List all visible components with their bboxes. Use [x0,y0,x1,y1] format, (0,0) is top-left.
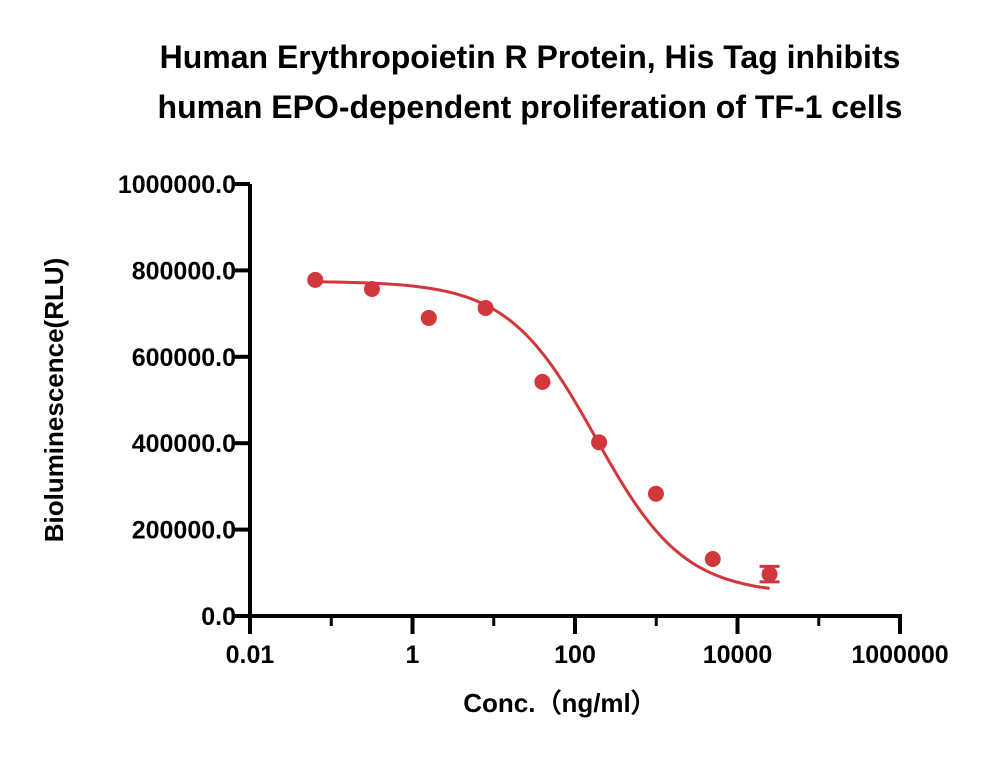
y-ticks: 0.0 200000.0 400000.0 600000.0 800000.0 10000… [118,171,250,631]
data-point [704,550,721,567]
data-point [647,485,664,502]
y-axis-label: Bioluminescence(RLU) [39,258,69,543]
data-point [363,280,380,297]
x-tick-label: 100 [554,641,596,669]
x-ticks: 0.01 1 100 10000 1000000 [226,616,949,669]
data-point [307,271,324,288]
y-tick-label: 0.0 [201,603,236,631]
y-tick-label: 1000000.0 [118,171,236,199]
x-axis-label: Conc.（ng/ml） [463,688,657,718]
x-tick-label: 0.01 [226,641,275,669]
y-tick-label: 400000.0 [132,430,236,458]
data-point [477,299,494,316]
data-point [761,566,778,583]
y-tick-label: 800000.0 [132,257,236,285]
x-tick-label: 1000000 [851,641,948,669]
data-points [307,271,780,584]
chart-title-line-1: Human Erythropoietin R Protein, His Tag … [160,39,901,75]
x-tick-label: 10000 [703,641,773,669]
y-tick-label: 200000.0 [132,517,236,545]
data-point [420,309,437,326]
fit-curve [315,280,770,590]
x-tick-label: 1 [406,641,420,669]
chart-title-line-2: human EPO-dependent proliferation of TF-… [158,89,903,125]
data-point [591,434,608,451]
y-tick-label: 600000.0 [132,344,236,372]
data-point [534,373,551,390]
